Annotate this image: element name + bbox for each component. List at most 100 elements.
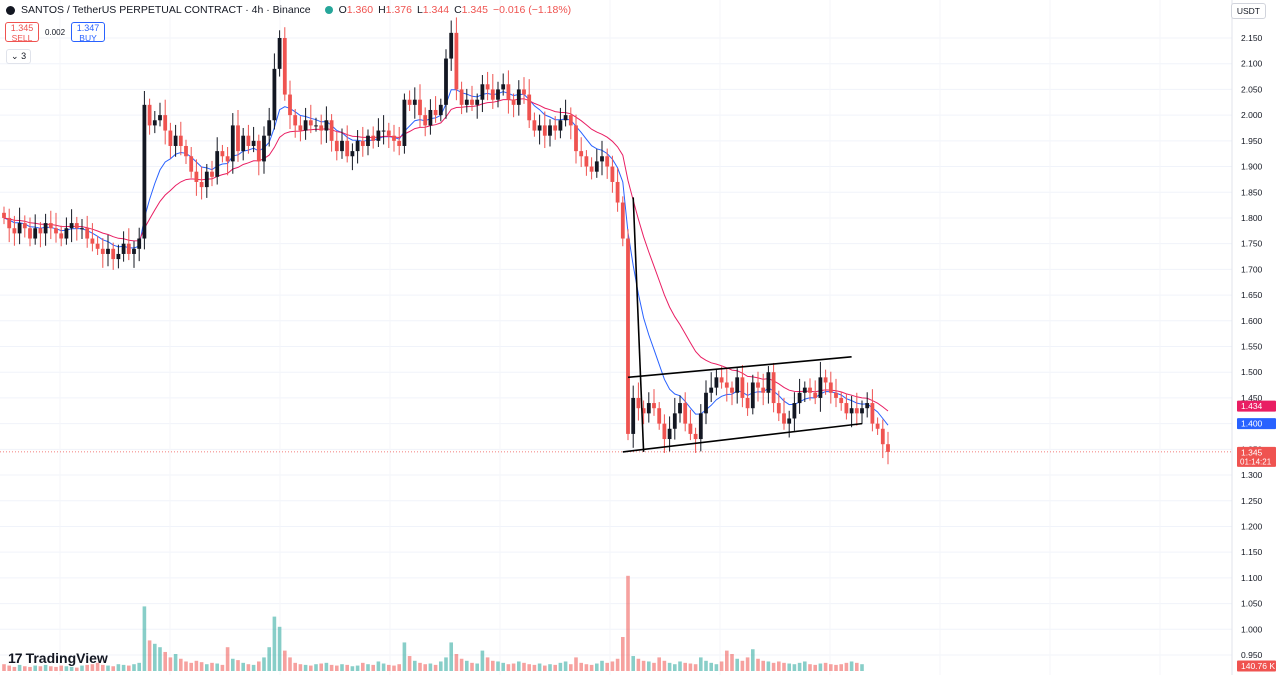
volume-bar [704, 660, 708, 671]
volume-bar [194, 660, 199, 671]
open-value: 1.360 [346, 4, 374, 16]
volume-bar [189, 662, 193, 671]
volume-bar [808, 664, 812, 671]
volume-bar [303, 664, 308, 671]
volume-bar [257, 661, 261, 671]
volume-bar [678, 661, 682, 671]
y-tick-label: 2.100 [1241, 59, 1263, 69]
volume-bar [725, 650, 729, 671]
volume-bar [714, 664, 719, 671]
candle-body [813, 392, 818, 398]
grid-layer [0, 37, 1232, 656]
volume-bar [756, 658, 760, 671]
volume-bar [397, 664, 401, 671]
candle-body [620, 202, 625, 239]
candle-body [818, 377, 823, 398]
candle-body [48, 223, 53, 229]
sell-label: SELL [11, 32, 33, 43]
candle-body [293, 115, 298, 126]
volume-bar [449, 642, 453, 671]
candle-body [95, 243, 100, 249]
currency-selector[interactable]: USDT [1230, 3, 1266, 19]
symbol-title[interactable]: SANTOS / TetherUS PERPETUAL CONTRACT · 4… [21, 4, 311, 16]
candle-body [152, 120, 157, 126]
volume-bar [85, 664, 89, 671]
symbol-logo-icon [6, 5, 15, 15]
volume-bar [657, 657, 661, 671]
tradingview-logo[interactable]: 17 TradingView [8, 650, 108, 666]
candle-body [12, 228, 17, 234]
close-value: 1.345 [461, 4, 488, 16]
volume-bar [220, 664, 225, 671]
candle-body [464, 99, 469, 105]
candle-body [865, 403, 870, 409]
volume-bar [860, 664, 864, 671]
volume-bar [407, 656, 412, 671]
pattern-channel-upper [627, 355, 852, 379]
volume-bar [719, 661, 724, 671]
candle-body [641, 408, 646, 414]
candle-body [719, 377, 724, 383]
buy-button[interactable]: 1.347 BUY [71, 22, 106, 43]
volume-bar [621, 637, 625, 671]
volume-bar [387, 664, 391, 671]
buy-label: BUY [79, 32, 97, 43]
volume-bar [283, 650, 287, 671]
volume-bar [95, 662, 100, 671]
volume-bar [231, 658, 235, 671]
volume-bar [626, 575, 630, 671]
volume-bar [782, 662, 786, 671]
candle-body [433, 109, 438, 116]
candle-body [444, 58, 448, 105]
volume-bar [142, 606, 147, 671]
volume-bar [641, 660, 646, 671]
volume-bar [855, 662, 859, 671]
volume-bar [111, 666, 115, 671]
volume-bar [740, 660, 745, 671]
sell-button[interactable]: 1.345 SELL [5, 22, 39, 42]
volume-bar [574, 657, 578, 671]
y-tick-label: 1.200 [1241, 521, 1263, 531]
volume-bar [163, 651, 167, 671]
volume-bar [444, 657, 448, 671]
volume-bar [667, 662, 672, 671]
price-axis[interactable]: 2.150 2.100 2.050 2.000 1.950 1.900 1.850 1.800… [1231, 0, 1280, 675]
y-tick-label: 2.050 [1241, 84, 1263, 94]
candle-body [236, 125, 240, 152]
volume-bar [132, 664, 136, 671]
volume-bar [709, 662, 713, 671]
volume-bar [28, 666, 32, 671]
volume-bar [147, 640, 152, 671]
candle-body [646, 403, 651, 414]
volume-bar [485, 657, 490, 671]
candle-body [194, 171, 199, 182]
volume-bar [818, 663, 823, 671]
volume-bar [631, 656, 635, 671]
volume-bar [766, 661, 771, 671]
candle-body [750, 382, 755, 409]
volume-bar [647, 661, 651, 671]
volume-bar [225, 647, 230, 671]
volume-bar [797, 662, 802, 671]
candle-body [345, 140, 350, 157]
indicators-toggle[interactable]: ⌄ 3 [6, 49, 32, 64]
indicators-count: 3 [21, 51, 27, 61]
candle-body [574, 125, 578, 152]
volume-bar [823, 662, 828, 671]
volume-bar [324, 662, 329, 671]
candle-body [771, 372, 776, 404]
candle-body [584, 156, 589, 167]
candle-body [776, 403, 781, 414]
candle-body [355, 140, 360, 152]
candle-body [657, 408, 662, 424]
buy-price: 1.347 [76, 23, 100, 33]
volume-bar [246, 664, 251, 671]
candle-body [418, 99, 422, 116]
candle-body [340, 140, 344, 152]
volume-bar [548, 664, 552, 671]
candle-body [605, 156, 610, 167]
volume-bar [366, 664, 370, 671]
candle-body [38, 228, 43, 234]
volume-bar [517, 661, 521, 671]
